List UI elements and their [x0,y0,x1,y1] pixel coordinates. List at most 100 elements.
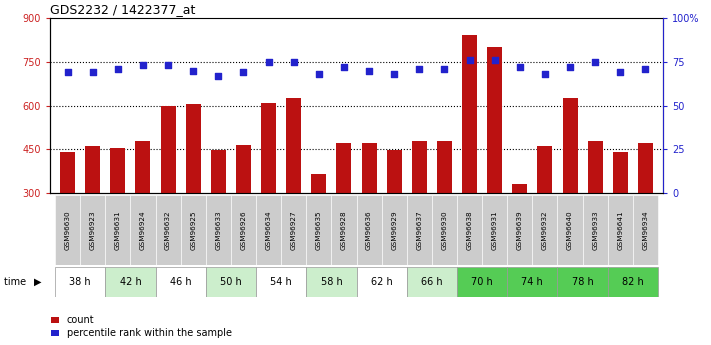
Bar [437,140,452,280]
Point [589,59,601,65]
Bar [336,144,351,280]
Bar [311,174,326,280]
Bar [110,148,125,280]
Text: 82 h: 82 h [622,277,643,287]
Text: GSM96639: GSM96639 [517,210,523,250]
Text: GSM96926: GSM96926 [240,210,247,250]
Bar [457,195,482,265]
Text: 70 h: 70 h [471,277,493,287]
Bar [85,146,100,280]
Bar [507,195,533,265]
Bar [286,98,301,280]
Bar [205,195,231,265]
Bar [105,195,130,265]
Bar [60,152,75,280]
Bar [412,140,427,280]
Text: time: time [4,277,29,287]
Point [213,73,224,79]
Text: GSM96641: GSM96641 [617,210,624,250]
Text: GSM96635: GSM96635 [316,210,322,250]
Text: GSM96923: GSM96923 [90,210,96,250]
Bar [457,267,507,297]
Point [338,64,350,70]
Point [288,59,299,65]
Bar [306,267,356,297]
Text: GSM96925: GSM96925 [191,210,196,250]
Bar [638,144,653,280]
Text: GSM96934: GSM96934 [643,210,648,250]
Bar [613,152,628,280]
Text: GSM96932: GSM96932 [542,210,548,250]
Bar [507,267,557,297]
Bar [306,195,331,265]
Text: 74 h: 74 h [521,277,543,287]
Point [363,68,375,73]
Bar [487,47,502,280]
Bar [356,195,382,265]
Bar [562,98,577,280]
Text: 50 h: 50 h [220,277,242,287]
Bar [105,267,156,297]
Bar [331,195,356,265]
Bar [186,104,201,280]
Text: GSM96632: GSM96632 [165,210,171,250]
Text: 46 h: 46 h [170,277,191,287]
Bar [135,140,151,280]
Text: 54 h: 54 h [270,277,292,287]
Bar [432,195,457,265]
Point [565,64,576,70]
Bar [557,195,582,265]
Bar [512,184,528,280]
Bar [236,145,251,280]
Bar [407,267,457,297]
Bar [361,144,377,280]
Bar [533,195,557,265]
Point [489,57,501,63]
Text: GSM96630: GSM96630 [65,210,70,250]
Bar [205,267,256,297]
Text: 42 h: 42 h [119,277,141,287]
Bar [407,195,432,265]
Point [539,71,550,77]
Bar [482,195,507,265]
Text: GSM96933: GSM96933 [592,210,598,250]
Text: GSM96927: GSM96927 [291,210,296,250]
Bar [261,102,276,280]
Point [439,66,450,71]
Point [237,69,249,75]
Text: GSM96640: GSM96640 [567,210,573,250]
Bar [55,195,80,265]
Text: 38 h: 38 h [70,277,91,287]
Legend: count, percentile rank within the sample: count, percentile rank within the sample [51,315,232,338]
Text: GSM96931: GSM96931 [492,210,498,250]
Text: GSM96924: GSM96924 [140,210,146,250]
Text: GSM96930: GSM96930 [442,210,447,250]
Bar [608,267,658,297]
Bar [633,195,658,265]
Text: GDS2232 / 1422377_at: GDS2232 / 1422377_at [50,3,196,16]
Point [112,66,124,71]
Bar [156,195,181,265]
Point [137,62,149,68]
Bar [210,150,226,280]
Point [162,62,173,68]
Text: GSM96634: GSM96634 [266,210,272,250]
Bar [55,267,105,297]
Text: GSM96929: GSM96929 [391,210,397,250]
Bar [256,267,306,297]
Point [614,69,626,75]
Bar [231,195,256,265]
Point [388,71,400,77]
Bar [256,195,281,265]
Bar [80,195,105,265]
Point [514,64,525,70]
Point [87,69,98,75]
Bar [356,267,407,297]
Point [414,66,425,71]
Bar [161,106,176,280]
Text: GSM96631: GSM96631 [115,210,121,250]
Text: GSM96633: GSM96633 [215,210,221,250]
Text: ▶: ▶ [34,277,42,287]
Text: GSM96928: GSM96928 [341,210,347,250]
Text: 62 h: 62 h [370,277,392,287]
